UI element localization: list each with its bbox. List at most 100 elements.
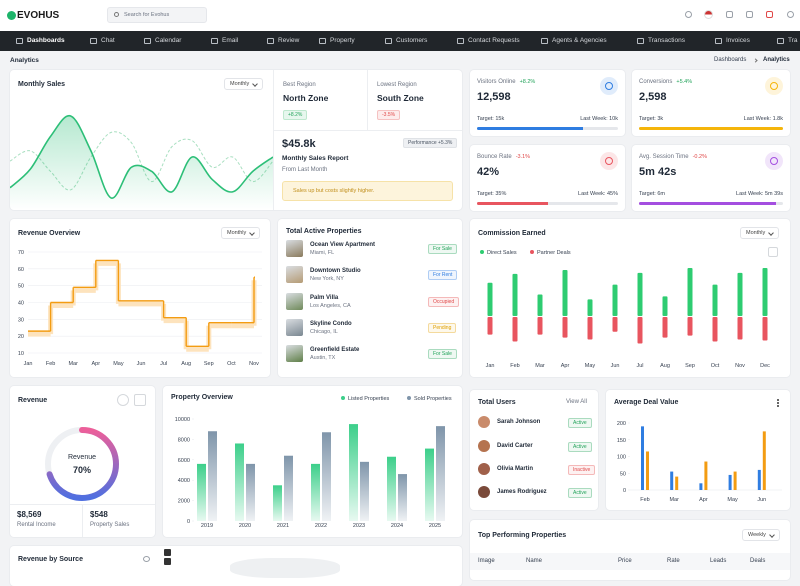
card-title: Revenue by Source <box>18 556 83 563</box>
period-dropdown[interactable]: Monthly <box>221 227 261 239</box>
bar <box>425 448 434 521</box>
top-properties-card: Top Performing Properties Weekly Image Na… <box>470 520 790 580</box>
bar <box>246 463 255 521</box>
cart-icon[interactable] <box>746 11 753 18</box>
apps-icon[interactable] <box>726 11 733 18</box>
stat-value: 5m 42s <box>639 166 677 178</box>
nav-item[interactable]: Agents & Agencies <box>552 37 607 44</box>
divider <box>273 130 462 131</box>
period-dropdown[interactable]: Monthly <box>740 227 780 239</box>
bar <box>562 269 568 316</box>
property-location: Miami, FL <box>310 250 335 256</box>
settings-icon[interactable] <box>685 11 692 18</box>
bar <box>757 469 761 490</box>
x-tick-label: Oct <box>711 363 720 369</box>
legend-marker <box>341 396 345 400</box>
region-change: -3.5% <box>377 110 401 120</box>
revenue-source-card: Revenue by Source <box>10 546 462 586</box>
bar <box>687 268 693 316</box>
breadcrumb-separator <box>753 58 758 63</box>
nav-icon <box>16 38 23 44</box>
flag-icon[interactable] <box>704 10 713 19</box>
download-button[interactable] <box>134 394 146 406</box>
nav-item[interactable]: Email <box>222 37 239 44</box>
nav-item[interactable]: Chat <box>101 37 115 44</box>
bar <box>612 317 618 332</box>
x-tick-label: Jan <box>24 361 33 367</box>
progress-track <box>477 127 618 130</box>
y-tick-label: 50 <box>620 471 626 477</box>
income-label: Rental Income <box>17 522 56 528</box>
notification-icon[interactable] <box>766 11 773 18</box>
breadcrumb-item[interactable]: Dashboards <box>714 57 747 63</box>
total-users-card: Total Users View All Sarah Johnson Active… <box>470 390 598 510</box>
region-label: Best Region <box>283 82 316 88</box>
view-all-link[interactable]: View All <box>566 399 587 405</box>
stat-header: Avg. Session Time -0.2% <box>639 154 707 160</box>
bar <box>487 317 493 335</box>
property-thumbnail <box>286 318 303 336</box>
bar <box>733 471 737 490</box>
region-name: North Zone <box>283 93 329 103</box>
stat-target: Target: 6m <box>639 191 665 197</box>
y-tick-label: 100 <box>617 455 626 461</box>
logo[interactable]: EVOHUS <box>17 10 60 21</box>
menu-icon[interactable] <box>777 399 779 407</box>
bar <box>487 282 493 316</box>
bar <box>208 431 217 521</box>
y-tick-label: 4000 <box>178 478 190 484</box>
nav-item[interactable]: Review <box>278 37 300 44</box>
zoom-in-button[interactable] <box>164 549 171 556</box>
x-tick-label: May <box>727 497 738 503</box>
column-header: Price <box>618 558 632 564</box>
column-header: Rate <box>667 558 680 564</box>
bar <box>284 455 293 521</box>
property-thumbnail <box>286 292 303 310</box>
bar <box>641 426 644 490</box>
stat-label: Visitors Online <box>477 79 516 85</box>
view-button[interactable] <box>143 556 150 562</box>
nav-item[interactable]: Invoices <box>726 37 750 44</box>
period-dropdown[interactable]: Weekly <box>742 529 780 541</box>
stat-last-week: Last Week: 5m 39s <box>736 191 783 197</box>
chart-button[interactable] <box>768 247 778 257</box>
stat-last-week: Last Week: 10k <box>580 116 618 122</box>
nav-item[interactable]: Calendar <box>155 37 182 44</box>
sales-line <box>10 131 273 191</box>
x-tick-label: Jan <box>486 363 495 369</box>
nav-icon <box>541 38 548 44</box>
view-button[interactable] <box>117 394 129 406</box>
nav-item[interactable]: Tra <box>788 37 798 44</box>
nav-item[interactable]: Customers <box>396 37 428 44</box>
nav-icon <box>715 38 722 44</box>
card-title: Commission Earned <box>478 230 546 237</box>
property-status: For Sale <box>428 244 457 254</box>
bar <box>637 317 643 344</box>
user-status: Active <box>568 418 592 428</box>
commission-card: Commission Earned Monthly Direct Sales Pa… <box>470 219 790 377</box>
x-tick-label: Mar <box>68 361 78 367</box>
nav-item[interactable]: Dashboards <box>27 37 65 44</box>
nav-item[interactable]: Contact Requests <box>468 37 520 44</box>
x-tick-label: 2023 <box>353 523 365 529</box>
nav-item[interactable]: Property <box>330 37 355 44</box>
search-box[interactable]: Search for Evohus <box>107 7 207 23</box>
property-bar-chart: Listed Properties Sold Properties 0 2000 400… <box>175 396 452 529</box>
user-status: Inactive <box>568 465 596 475</box>
legend-label: Sold Properties <box>414 396 452 402</box>
revenue-card: Revenue Revenue 70% $8,569 Rental Income … <box>10 386 155 537</box>
stat-change: +8.2% <box>519 79 536 85</box>
x-tick-label: Feb <box>46 361 55 367</box>
bar <box>537 317 543 335</box>
stat-icon-glyph <box>770 157 778 165</box>
column-header: Image <box>478 558 495 564</box>
property-location: New York, NY <box>310 276 344 283</box>
power-icon[interactable] <box>787 11 794 18</box>
stat-card: Avg. Session Time -0.2% 5m 42s Target: 6m La… <box>632 145 790 211</box>
zoom-out-button[interactable] <box>164 558 171 565</box>
bar <box>311 463 320 521</box>
nav-item[interactable]: Transactions <box>648 37 685 44</box>
x-tick-label: 2024 <box>391 523 403 529</box>
period-dropdown[interactable]: Monthly <box>224 78 264 90</box>
legend-label: Listed Properties <box>348 396 390 402</box>
